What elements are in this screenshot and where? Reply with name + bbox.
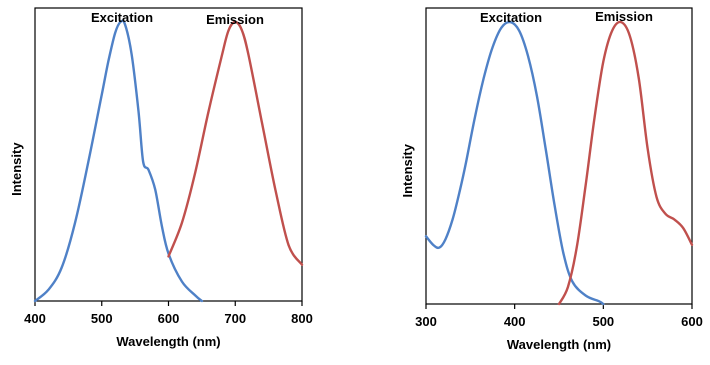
- left-y-axis-label: Intensity: [9, 142, 24, 196]
- chart-right-svg: 300 400 500 600 Wavelength (nm) Intensity Exci…: [400, 7, 703, 352]
- chart-left-svg: 400 500 600 700 800 Wavelength (nm) Intensity E…: [9, 7, 313, 349]
- left-excitation-curve: [33, 19, 204, 303]
- left-x-tick-label: 600: [158, 311, 180, 326]
- chart-right: 300 400 500 600 Wavelength (nm) Intensity Exci…: [390, 0, 710, 365]
- right-excitation-label: Excitation: [480, 10, 542, 25]
- chart-left: 400 500 600 700 800 Wavelength (nm) Intensity E…: [0, 0, 340, 365]
- right-plot-frame: [425, 7, 693, 305]
- right-x-axis-label: Wavelength (nm): [507, 337, 611, 352]
- right-x-tick-label: 600: [681, 314, 703, 329]
- left-x-tick-label: 800: [291, 311, 313, 326]
- left-excitation-label: Excitation: [91, 10, 153, 25]
- right-x-tick-label: 300: [415, 314, 437, 329]
- right-emission-label: Emission: [595, 9, 653, 24]
- right-y-axis-label: Intensity: [400, 143, 415, 197]
- left-emission-curve: [167, 20, 304, 266]
- right-x-tick-label: 400: [504, 314, 526, 329]
- left-x-axis-label: Wavelength (nm): [116, 334, 220, 349]
- left-x-tick-label: 400: [24, 311, 46, 326]
- right-x-tick-label: 500: [592, 314, 614, 329]
- left-emission-label: Emission: [206, 12, 264, 27]
- right-emission-curve: [557, 20, 694, 306]
- left-x-tick-label: 500: [91, 311, 113, 326]
- left-x-tick-label: 700: [224, 311, 246, 326]
- right-excitation-curve: [424, 20, 605, 306]
